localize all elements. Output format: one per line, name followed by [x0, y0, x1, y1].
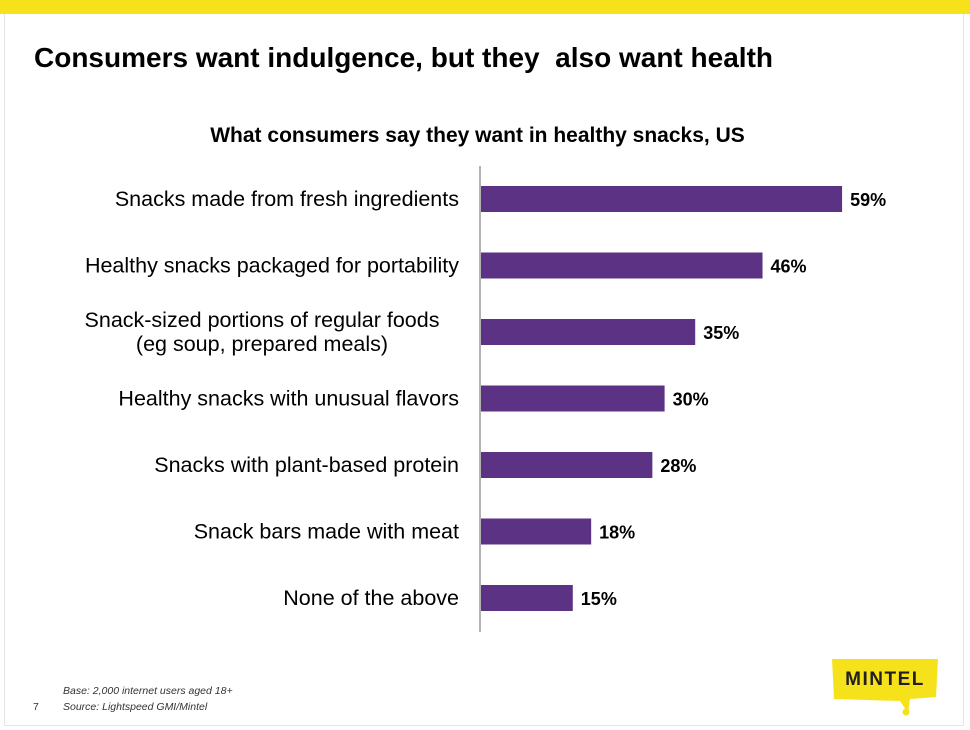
page-number: 7: [33, 701, 39, 713]
value-label: 28%: [660, 456, 696, 476]
bar: [481, 319, 696, 345]
chart-title: What consumers say they want in healthy …: [210, 124, 745, 147]
category-label: Snack bars made with meat: [194, 520, 459, 544]
value-label: 35%: [703, 323, 739, 343]
category-label: Healthy snacks packaged for portability: [85, 254, 459, 278]
value-label: 18%: [599, 523, 635, 543]
category-label: Snack-sized portions of regular foods: [85, 308, 440, 332]
source-note: Source: Lightspeed GMI/Mintel: [63, 701, 208, 713]
category-label: None of the above: [283, 586, 459, 610]
bar: [481, 186, 843, 212]
top-accent-bar: [0, 0, 970, 14]
value-label: 15%: [581, 589, 617, 609]
bar: [481, 518, 592, 545]
mintel-logo: MINTEL: [832, 659, 938, 716]
slide-title: Consumers want indulgence, but they also…: [34, 42, 773, 73]
category-label: Healthy snacks with unusual flavors: [118, 387, 459, 411]
bar: [481, 385, 665, 412]
bar: [481, 452, 653, 478]
value-label: 59%: [850, 190, 886, 210]
slide-frame: [4, 14, 964, 726]
logo-speech-bubble: [832, 659, 938, 713]
category-label: (eg soup, prepared meals): [136, 332, 388, 356]
bar: [481, 585, 573, 611]
value-label: 46%: [771, 257, 807, 277]
logo-text: MINTEL: [845, 669, 925, 690]
base-note: Base: 2,000 internet users aged 18+: [63, 685, 233, 697]
bar-chart: 59% Snacks made from fresh ingredients 46%…: [85, 166, 886, 632]
bar: [481, 252, 763, 279]
category-label: Snacks with plant-based protein: [154, 453, 459, 477]
logo-dot: [902, 708, 910, 716]
category-label: Snacks made from fresh ingredients: [115, 187, 459, 211]
value-label: 30%: [673, 390, 709, 410]
